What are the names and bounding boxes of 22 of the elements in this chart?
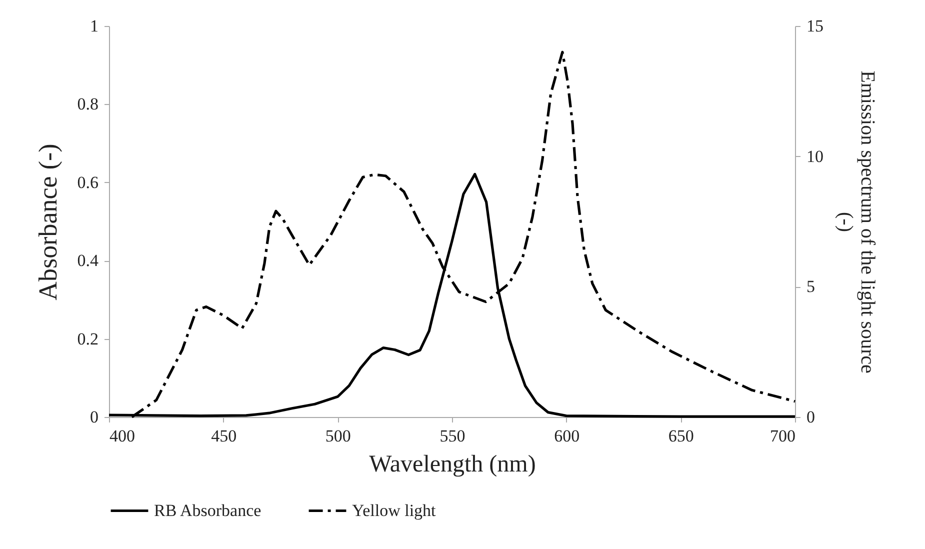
x-tick-label: 600 <box>554 426 580 446</box>
x-tick-label: 700 <box>770 426 796 446</box>
y-tick-label: 1 <box>90 16 98 36</box>
x-tick-label: 450 <box>211 426 237 446</box>
y-axis-title: Absorbance (-) <box>33 144 62 300</box>
x-axis-title: Wavelength (nm) <box>369 452 536 478</box>
x-tick-label: 400 <box>110 426 135 446</box>
x-tick-label: 550 <box>440 426 466 446</box>
y-tick-label: 0.4 <box>77 251 99 270</box>
y2-tick-label: 15 <box>806 16 824 36</box>
y-tick-label: 0.2 <box>77 329 98 348</box>
y-tick-label: 0.6 <box>77 172 98 192</box>
y2-axis-title: Emission spectrum of the light source (-) <box>834 70 878 374</box>
y2-tick-label: 10 <box>806 146 824 166</box>
legend-label: RB Absorbance <box>154 500 262 520</box>
x-tick-label: 500 <box>325 426 351 446</box>
y-tick-label: 0.8 <box>77 94 98 114</box>
y2-tick-label: 5 <box>806 277 815 296</box>
y2-tick-label: 0 <box>806 408 815 426</box>
x-tick-label: 650 <box>668 426 694 446</box>
legend-label: Yellow light <box>352 500 436 520</box>
y-tick-label: 0 <box>90 408 98 426</box>
